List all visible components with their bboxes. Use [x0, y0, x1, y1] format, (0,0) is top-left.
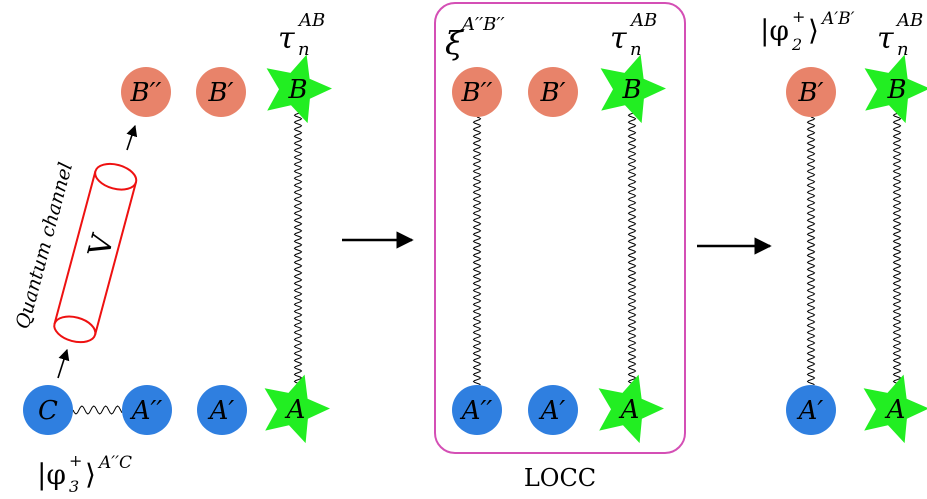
svg-text:B: B: [287, 75, 307, 105]
arrow-c-to-tube: [57, 348, 70, 379]
svg-text:A′′C: A′′C: [97, 453, 132, 473]
svg-text:τ: τ: [278, 21, 295, 56]
locc-label: LOCC: [524, 464, 596, 492]
node-b-prime-p2: B′: [528, 67, 578, 117]
channel-label: Quantum channel: [12, 160, 78, 331]
svg-text:B: B: [621, 75, 641, 105]
svg-text:A′: A′: [539, 396, 566, 426]
entanglement-line-panel2-left: [472, 116, 482, 386]
node-a-prime-p2: A′: [528, 385, 578, 435]
svg-text:A: A: [619, 395, 640, 425]
svg-text:2: 2: [791, 35, 802, 54]
svg-text:τ: τ: [877, 21, 894, 56]
locc-box: [434, 2, 686, 454]
star-node-a-p3: A: [863, 374, 927, 444]
node-b-prime-p3: B′: [786, 67, 836, 117]
node-c: C: [23, 385, 73, 435]
svg-text:A′′: A′′: [130, 396, 163, 426]
svg-text:n: n: [897, 39, 909, 60]
xi-label: ξ A′′B′′: [445, 14, 505, 62]
star-node-a-p2: A: [598, 374, 664, 444]
node-a-double-prime: A′′: [122, 385, 172, 435]
node-b-double-prime-p2: B′′: [452, 67, 502, 117]
svg-text:AB: AB: [629, 10, 657, 31]
svg-text:B′′: B′′: [130, 78, 162, 108]
entanglement-line-panel3-left: [806, 116, 816, 386]
svg-text:B′: B′: [797, 78, 823, 108]
svg-text:B′′: B′′: [461, 78, 493, 108]
svg-text:AB: AB: [297, 10, 325, 31]
svg-text:n: n: [298, 39, 310, 60]
svg-text:A′: A′: [208, 396, 235, 426]
node-a-prime-p3: A′: [786, 385, 836, 435]
entanglement-line-panel2-right: [627, 109, 637, 393]
svg-text:ξ: ξ: [445, 24, 464, 62]
svg-text:AB: AB: [895, 10, 923, 31]
entanglement-line-panel1: [293, 109, 303, 393]
star-node-b: B: [266, 54, 332, 124]
tau-label-panel1: τ n AB: [278, 10, 325, 60]
svg-text:A′′: A′′: [460, 396, 493, 426]
node-b-double-prime: B′′: [121, 67, 171, 117]
svg-text:τ: τ: [610, 21, 627, 56]
svg-text:|φ: |φ: [37, 458, 66, 491]
svg-text:A: A: [285, 395, 306, 425]
entanglement-line-panel3-right: [892, 109, 902, 393]
svg-text:3: 3: [69, 477, 79, 496]
svg-text:n: n: [630, 39, 642, 60]
arrow-tube-to-b: [126, 124, 138, 151]
svg-text:A′: A′: [797, 396, 824, 426]
svg-text:B′: B′: [539, 78, 565, 108]
star-node-b-p3: B: [864, 54, 927, 124]
svg-text:|φ: |φ: [760, 14, 789, 47]
svg-text:B′: B′: [207, 78, 233, 108]
ket-phi2-label: |φ 2 + ⟩ A′B′: [760, 7, 855, 54]
node-a-prime: A′: [197, 385, 247, 435]
svg-text:A′′B′′: A′′B′′: [460, 14, 505, 35]
svg-text:+: +: [792, 7, 805, 26]
node-a-double-prime-p2: A′′: [452, 385, 502, 435]
star-node-b-p2: B: [600, 54, 666, 124]
channel-symbol: Λ: [79, 229, 119, 260]
entanglement-line-ca: [72, 405, 123, 415]
svg-text:C: C: [38, 396, 58, 426]
ket-phi3-label: |φ 3 + ⟩ A′′C: [37, 451, 132, 496]
star-node-a: A: [264, 374, 330, 444]
svg-text:A: A: [885, 395, 906, 425]
svg-text:B: B: [886, 75, 906, 105]
tau-label-panel2: τ n AB: [610, 10, 657, 60]
node-b-prime: B′: [196, 67, 246, 117]
svg-text:+: +: [69, 451, 82, 470]
quantum-channel-tube: Λ: [53, 162, 138, 344]
svg-text:⟩: ⟩: [85, 458, 96, 491]
tau-label-panel3: τ n AB: [877, 10, 923, 60]
svg-text:⟩: ⟩: [808, 14, 819, 47]
svg-text:A′B′: A′B′: [820, 9, 855, 29]
